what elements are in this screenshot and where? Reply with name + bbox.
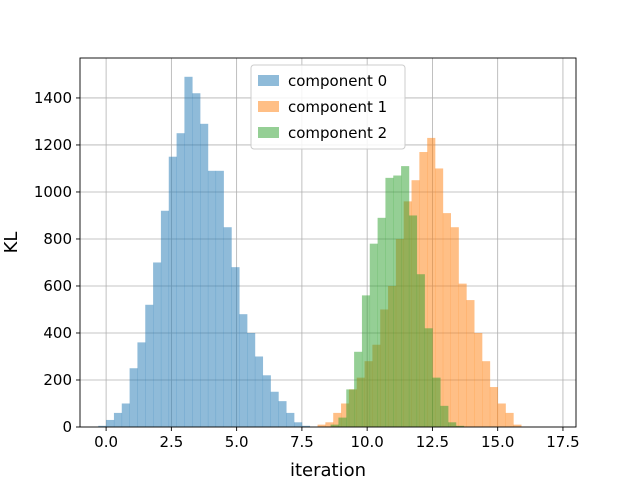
x-tick-label-6: 15.0 — [481, 433, 514, 451]
bar-s0-5 — [137, 342, 145, 427]
bar-s1-21 — [482, 361, 490, 427]
bar-s0-21 — [263, 375, 271, 427]
bar-s2-12 — [425, 328, 433, 427]
bar-s2-13 — [432, 378, 440, 427]
bar-s0-24 — [286, 413, 294, 427]
x-axis-label: iteration — [290, 460, 366, 480]
x-tick-label-0: 0.0 — [94, 433, 118, 451]
bar-s0-13 — [200, 124, 208, 427]
bar-s2-14 — [440, 406, 448, 427]
bar-s2-3 — [354, 352, 362, 427]
bar-s0-14 — [208, 171, 216, 427]
legend-swatch-1 — [258, 101, 279, 112]
y-tick-label-6: 1200 — [34, 136, 72, 154]
x-tick-label-2: 5.0 — [225, 433, 249, 451]
bar-s1-19 — [466, 300, 474, 427]
x-tick-label-7: 17.5 — [546, 433, 579, 451]
bar-s0-3 — [122, 403, 130, 427]
bar-s2-2 — [346, 389, 354, 427]
y-tick-label-0: 0 — [62, 418, 72, 436]
y-tick-label-5: 1000 — [34, 183, 72, 201]
y-tick-label-1: 200 — [43, 371, 72, 389]
bar-s2-5 — [370, 244, 378, 427]
legend: component 0 component 1 component 2 — [251, 65, 405, 149]
legend-label-1: component 1 — [288, 98, 387, 116]
bar-s2-11 — [417, 274, 425, 427]
bar-s0-25 — [294, 422, 302, 427]
y-tick-label-4: 800 — [43, 230, 72, 248]
bar-s2-6 — [378, 218, 386, 427]
bar-s0-23 — [278, 401, 286, 427]
bar-s2-9 — [401, 166, 409, 427]
y-tick-label-3: 600 — [43, 277, 72, 295]
y-tick-label-2: 400 — [43, 324, 72, 342]
x-tick-label-1: 2.5 — [159, 433, 183, 451]
bar-s2-4 — [362, 295, 370, 427]
bar-s0-17 — [231, 267, 239, 427]
bar-s1-24 — [506, 413, 514, 427]
x-tick-label-3: 7.5 — [290, 433, 314, 451]
bar-s0-16 — [224, 227, 232, 427]
bar-s0-2 — [114, 413, 122, 427]
y-tick-label-7: 1400 — [34, 89, 72, 107]
bar-s0-7 — [153, 262, 161, 427]
bar-s0-4 — [130, 368, 138, 427]
bar-s2-10 — [409, 215, 417, 427]
bar-s1-17 — [451, 227, 459, 427]
bar-s0-1 — [106, 420, 114, 427]
bar-s0-19 — [247, 333, 255, 427]
bar-s1-18 — [459, 284, 467, 427]
bar-s0-18 — [239, 314, 247, 427]
bar-s1-23 — [498, 403, 506, 427]
y-axis-label: KL — [1, 232, 22, 254]
legend-swatch-2 — [258, 127, 279, 138]
bar-s0-9 — [169, 157, 177, 427]
bar-s1-20 — [474, 333, 482, 427]
bar-s0-8 — [161, 211, 169, 427]
legend-label-2: component 2 — [288, 124, 387, 142]
bar-s0-10 — [177, 133, 185, 427]
legend-label-0: component 0 — [288, 72, 387, 90]
bar-s0-11 — [184, 77, 192, 427]
bar-s0-12 — [192, 93, 200, 427]
bar-s2-8 — [393, 176, 401, 427]
bar-s2-1 — [338, 418, 346, 427]
bar-s2-15 — [448, 422, 456, 427]
bar-s0-22 — [271, 392, 279, 427]
bar-s2-7 — [385, 178, 393, 427]
x-tick-label-4: 10.0 — [350, 433, 383, 451]
legend-swatch-0 — [258, 75, 279, 86]
bar-s1-22 — [490, 387, 498, 427]
x-tick-label-5: 12.5 — [416, 433, 449, 451]
bar-s0-20 — [255, 356, 263, 427]
bar-s0-6 — [145, 305, 153, 427]
bar-s0-15 — [216, 171, 224, 427]
bar-s1-16 — [443, 213, 451, 427]
